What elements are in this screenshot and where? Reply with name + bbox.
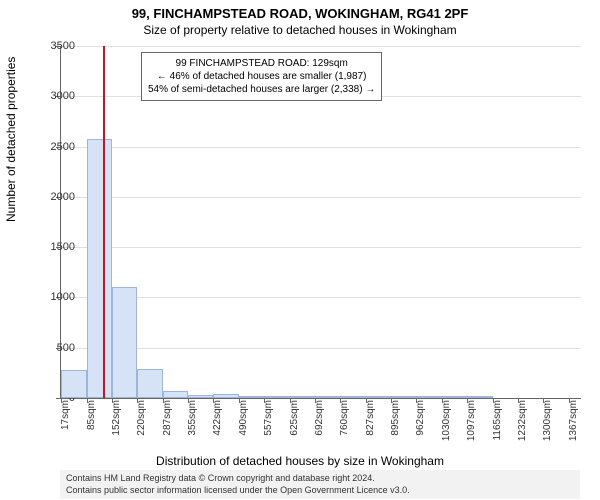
xtick-label: 355sqm: [187, 400, 198, 448]
credits-line-1: Contains HM Land Registry data © Crown c…: [66, 473, 574, 485]
xtick-label: 692sqm: [314, 400, 325, 448]
chart-title: 99, FINCHAMPSTEAD ROAD, WOKINGHAM, RG41 …: [0, 0, 600, 21]
xtick-label: 422sqm: [212, 400, 223, 448]
x-axis-label: Distribution of detached houses by size …: [0, 454, 600, 468]
histogram-bar: [290, 396, 315, 398]
histogram-bar: [137, 369, 162, 398]
xtick-label: 1232sqm: [517, 400, 528, 448]
xtick-label: 1030sqm: [441, 400, 452, 448]
histogram-bar: [416, 396, 442, 398]
gridline: [61, 46, 581, 47]
xtick-label: 557sqm: [263, 400, 274, 448]
histogram-bar: [112, 287, 138, 398]
histogram-bar: [163, 391, 189, 398]
annotation-line-3: 54% of semi-detached houses are larger (…: [148, 83, 375, 96]
ytick-label: 500: [35, 342, 75, 354]
xtick-label: 17sqm: [60, 400, 71, 448]
ytick-label: 3000: [35, 90, 75, 102]
xtick-label: 1300sqm: [542, 400, 553, 448]
histogram-bar: [87, 139, 112, 398]
ytick-label: 2000: [35, 191, 75, 203]
xtick-label: 1097sqm: [466, 400, 477, 448]
xtick-label: 1367sqm: [568, 400, 579, 448]
y-axis-label: Number of detached properties: [4, 57, 18, 222]
xtick-label: 152sqm: [111, 400, 122, 448]
ytick-label: 1500: [35, 241, 75, 253]
xtick-label: 895sqm: [390, 400, 401, 448]
histogram-bar: [340, 396, 365, 398]
annotation-line-1: 99 FINCHAMPSTEAD ROAD: 129sqm: [148, 57, 375, 70]
gridline: [61, 147, 581, 148]
chart-container: 99, FINCHAMPSTEAD ROAD, WOKINGHAM, RG41 …: [0, 0, 600, 500]
credits-box: Contains HM Land Registry data © Crown c…: [60, 470, 580, 499]
xtick-label: 1165sqm: [492, 400, 503, 448]
annotation-line-2: ← 46% of detached houses are smaller (1,…: [148, 70, 375, 83]
xtick-label: 220sqm: [136, 400, 147, 448]
xtick-label: 760sqm: [339, 400, 350, 448]
gridline: [61, 197, 581, 198]
annotation-box: 99 FINCHAMPSTEAD ROAD: 129sqm ← 46% of d…: [141, 52, 382, 101]
y-axis-label-text: Number of detached properties: [4, 57, 18, 222]
histogram-bar: [264, 396, 290, 398]
xtick-label: 962sqm: [415, 400, 426, 448]
histogram-bar: [188, 395, 213, 398]
xtick-label: 827sqm: [365, 400, 376, 448]
gridline: [61, 297, 581, 298]
gridline: [61, 247, 581, 248]
histogram-bar: [391, 396, 416, 398]
ytick-label: 3500: [35, 40, 75, 52]
credits-line-2: Contains public sector information licen…: [66, 485, 574, 497]
ytick-label: 1000: [35, 291, 75, 303]
xtick-label: 490sqm: [238, 400, 249, 448]
histogram-bar: [213, 394, 239, 398]
plot-area: 99 FINCHAMPSTEAD ROAD: 129sqm ← 46% of d…: [60, 46, 581, 399]
ytick-label: 2500: [35, 141, 75, 153]
xtick-label: 625sqm: [289, 400, 300, 448]
chart-subtitle: Size of property relative to detached ho…: [0, 21, 600, 41]
histogram-bar: [315, 396, 341, 398]
histogram-bar: [61, 370, 87, 398]
xtick-label: 85sqm: [86, 400, 97, 448]
histogram-bar: [467, 396, 493, 398]
histogram-bar: [366, 396, 392, 398]
gridline: [61, 348, 581, 349]
histogram-bar: [239, 396, 264, 398]
xtick-label: 287sqm: [162, 400, 173, 448]
reference-line: [103, 46, 105, 398]
histogram-bar: [442, 396, 467, 398]
